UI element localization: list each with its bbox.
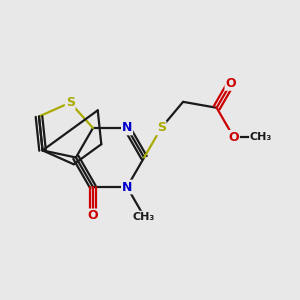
Text: N: N xyxy=(122,122,132,134)
Text: O: O xyxy=(88,209,98,222)
Text: O: O xyxy=(225,77,236,90)
Text: CH₃: CH₃ xyxy=(133,212,155,222)
Text: N: N xyxy=(122,181,132,194)
Text: CH₃: CH₃ xyxy=(250,132,272,142)
Text: O: O xyxy=(228,131,239,144)
Text: S: S xyxy=(157,122,166,134)
Text: S: S xyxy=(66,96,75,109)
